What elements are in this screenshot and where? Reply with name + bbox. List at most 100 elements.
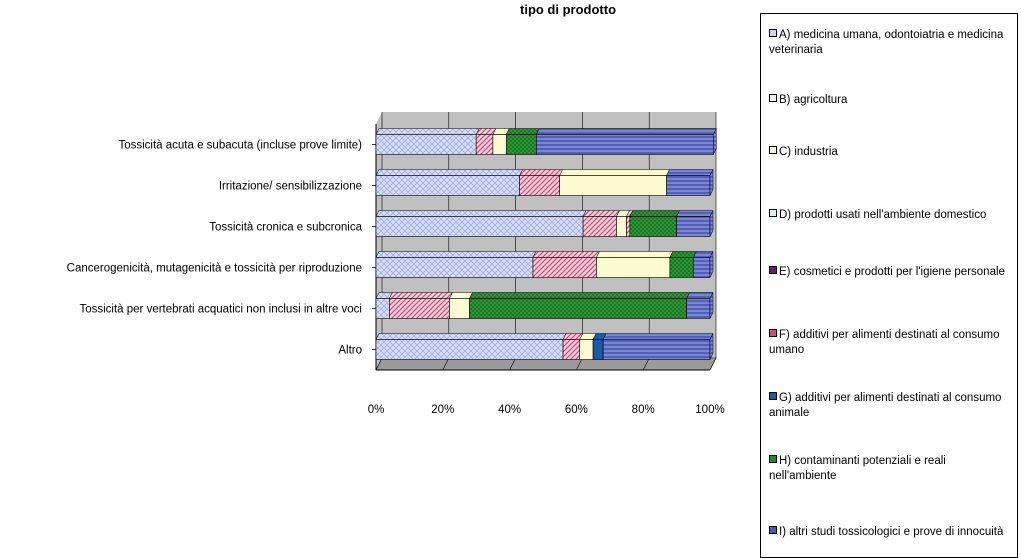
legend-swatch [769, 209, 777, 217]
bar-segment-top [582, 210, 620, 217]
bar-segment [375, 257, 534, 278]
category-label: Tossicità cronica e subcronica [209, 222, 362, 234]
bar-segment-top [532, 251, 600, 258]
legend-label: A) medicina umana, odontoiatria e medici… [769, 29, 1004, 56]
bar-segment-top [375, 169, 524, 176]
legend-label: H) contaminanti potenziali e reali nell'… [769, 455, 946, 482]
bar-segment [626, 216, 631, 237]
x-tick-label: 40% [498, 404, 521, 416]
category-label: Altro [338, 345, 362, 357]
legend-swatch [769, 29, 777, 37]
bar-segment [449, 298, 470, 319]
bar-segment-top [666, 169, 714, 176]
x-tick-label: 0% [368, 404, 385, 416]
bar-segment [559, 175, 667, 196]
bar-segment [582, 216, 617, 237]
legend-swatch [769, 455, 777, 463]
bar-segment-top [562, 333, 584, 340]
legend-item: D) prodotti usati nell'ambiente domestic… [769, 208, 1013, 223]
bar-segment-side [709, 210, 714, 237]
bar-segment-top [475, 128, 497, 135]
gridline-diagonal [642, 357, 650, 371]
bar-segment-top [669, 251, 697, 258]
bar-segment-top [505, 128, 540, 135]
legend-label: E) cosmetici e prodotti per l'igiene per… [779, 266, 1005, 278]
legend-item: E) cosmetici e prodotti per l'igiene per… [769, 265, 1013, 280]
legend-item: A) medicina umana, odontoiatria e medici… [769, 28, 1013, 58]
legend-swatch [769, 94, 777, 102]
bar-segment-top [375, 333, 567, 340]
bar-segment [375, 298, 390, 319]
bar-segment-top [535, 128, 717, 135]
bar-segment-side [709, 251, 714, 278]
bar-segment [519, 175, 560, 196]
bar-segment [616, 216, 627, 237]
bar-segment-side [709, 292, 714, 319]
legend-item: B) agricoltura [769, 93, 1013, 108]
bar-segment [469, 298, 687, 319]
chart-legend: A) medicina umana, odontoiatria e medici… [760, 13, 1018, 558]
x-tick-label: 20% [431, 404, 454, 416]
bar-segment [676, 216, 711, 237]
bar-segment-top [686, 292, 714, 299]
bar-segment-top [375, 251, 537, 258]
bar-segment [669, 257, 694, 278]
gridline-diagonal [442, 357, 450, 371]
legend-label: C) industria [779, 146, 838, 158]
bar-segment [505, 134, 537, 155]
bar-segment [602, 339, 711, 360]
legend-label: F) additivi per alimenti destinati al co… [769, 329, 1000, 356]
gridline-diagonal [709, 357, 717, 371]
bar-segment-top [602, 333, 714, 340]
legend-label: D) prodotti usati nell'ambiente domestic… [779, 209, 987, 221]
bar-segment-top [629, 210, 681, 217]
bar-segment [666, 175, 711, 196]
bar-segment [596, 257, 671, 278]
chart-area: 0% 20% 40% 60% 80% 100% Tossicità acuta e suba… [67, 112, 725, 416]
bar-segment-top [596, 251, 674, 258]
bar-segment [592, 339, 604, 360]
bar-segment [375, 216, 584, 237]
bar-segment [536, 134, 714, 155]
bar-segment [375, 175, 520, 196]
bar-segment [692, 257, 711, 278]
gridline-diagonal [576, 357, 583, 371]
x-tick-label: 60% [565, 404, 588, 416]
bar-segment [579, 339, 594, 360]
bar-segment-top [375, 128, 480, 135]
bar-segment-top [375, 210, 587, 217]
bar-segment-top [449, 292, 473, 299]
gridline-diagonal [509, 357, 516, 371]
bar-segment [532, 257, 597, 278]
bar-segment-top [559, 169, 670, 176]
category-label: Cancerogenicità, mutagenicità e tossicit… [67, 263, 362, 275]
bar-segment-side [709, 333, 714, 360]
bar-segment [562, 339, 581, 360]
legend-item: G) additivi per alimenti destinati al co… [769, 391, 1013, 421]
x-tick-label: 80% [632, 404, 655, 416]
bar-segment-top [388, 292, 453, 299]
category-label: Tossicità acuta e subacuta (incluse prov… [118, 140, 362, 152]
bar-segment-top [469, 292, 691, 299]
bar-segment [629, 216, 677, 237]
bar-segment [375, 339, 564, 360]
bar-segment [375, 134, 477, 155]
legend-label: G) additivi per alimenti destinati al co… [769, 392, 1002, 419]
bar-segment-side [713, 128, 717, 155]
bar-segment [389, 298, 450, 319]
bar-segment [475, 134, 494, 155]
bar-segment-top [676, 210, 714, 217]
legend-swatch [769, 266, 777, 274]
gridline-diagonal [375, 357, 383, 371]
legend-item: C) industria [769, 145, 1013, 160]
category-label: Tossicità per vertebrati acquatici non i… [79, 304, 362, 316]
legend-swatch [769, 329, 777, 337]
bar-segment-side [709, 169, 714, 196]
legend-item: F) additivi per alimenti destinati al co… [769, 328, 1013, 358]
legend-label: I) altri studi tossicologici e prove di … [779, 526, 1004, 538]
chart-title: tipo di prodotto [520, 2, 617, 17]
x-tick-label: 100% [695, 404, 724, 416]
legend-item: I) altri studi tossicologici e prove di … [769, 525, 1013, 540]
bar-segment-top [519, 169, 564, 176]
legend-swatch [769, 392, 777, 400]
